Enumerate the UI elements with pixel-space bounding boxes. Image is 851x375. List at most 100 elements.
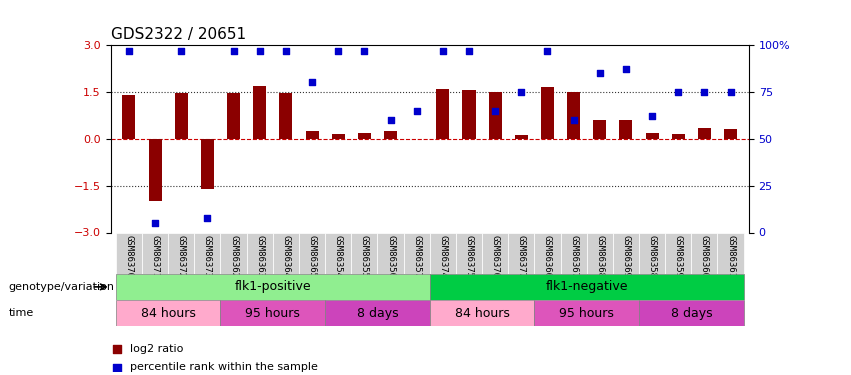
- Text: GSM86377: GSM86377: [517, 235, 526, 278]
- Bar: [462, 90, 476, 139]
- Point: [620, 66, 633, 72]
- FancyBboxPatch shape: [116, 274, 430, 300]
- FancyBboxPatch shape: [508, 232, 534, 274]
- FancyBboxPatch shape: [665, 232, 691, 274]
- FancyBboxPatch shape: [456, 232, 482, 274]
- Text: 84 hours: 84 hours: [454, 307, 510, 320]
- FancyBboxPatch shape: [430, 232, 456, 274]
- Text: 95 hours: 95 hours: [559, 307, 614, 320]
- Text: GSM86374: GSM86374: [438, 235, 448, 278]
- Text: percentile rank within the sample: percentile rank within the sample: [129, 363, 317, 372]
- Text: 8 days: 8 days: [357, 307, 398, 320]
- Point: [481, 145, 494, 151]
- Text: GSM86369: GSM86369: [621, 235, 631, 278]
- Bar: [174, 93, 188, 139]
- Text: GSM86357: GSM86357: [412, 235, 421, 278]
- Bar: [671, 134, 685, 139]
- FancyBboxPatch shape: [194, 232, 220, 274]
- Bar: [567, 92, 580, 139]
- Text: GSM86359: GSM86359: [674, 235, 683, 278]
- FancyBboxPatch shape: [325, 300, 430, 326]
- Bar: [384, 131, 397, 139]
- Text: 8 days: 8 days: [671, 307, 712, 320]
- Text: 95 hours: 95 hours: [245, 307, 300, 320]
- FancyBboxPatch shape: [220, 300, 325, 326]
- Bar: [620, 120, 632, 139]
- Bar: [437, 89, 449, 139]
- Text: GSM86375: GSM86375: [465, 235, 473, 278]
- Text: GSM86371: GSM86371: [151, 235, 160, 278]
- Bar: [646, 132, 659, 139]
- FancyBboxPatch shape: [325, 232, 351, 274]
- Point: [226, 48, 240, 54]
- Point: [384, 117, 397, 123]
- FancyBboxPatch shape: [561, 232, 586, 274]
- FancyBboxPatch shape: [273, 232, 299, 274]
- FancyBboxPatch shape: [116, 232, 142, 274]
- Text: genotype/variation: genotype/variation: [9, 282, 115, 292]
- Text: GSM86376: GSM86376: [491, 235, 500, 278]
- FancyBboxPatch shape: [430, 300, 534, 326]
- Point: [481, 315, 494, 321]
- FancyBboxPatch shape: [482, 232, 508, 274]
- Bar: [201, 139, 214, 189]
- FancyBboxPatch shape: [613, 232, 639, 274]
- Point: [148, 220, 162, 226]
- Point: [410, 108, 424, 114]
- FancyBboxPatch shape: [168, 232, 194, 274]
- Text: GSM86362: GSM86362: [229, 235, 238, 278]
- FancyBboxPatch shape: [639, 232, 665, 274]
- Text: GSM86364: GSM86364: [282, 235, 290, 278]
- FancyBboxPatch shape: [534, 300, 639, 326]
- Point: [174, 48, 188, 54]
- FancyBboxPatch shape: [116, 300, 220, 326]
- Bar: [332, 134, 345, 139]
- FancyBboxPatch shape: [691, 232, 717, 274]
- Point: [279, 48, 293, 54]
- Bar: [593, 120, 606, 139]
- Point: [488, 108, 502, 114]
- FancyBboxPatch shape: [430, 274, 744, 300]
- Text: GSM86355: GSM86355: [360, 235, 368, 278]
- Text: time: time: [9, 308, 34, 318]
- Text: GSM86372: GSM86372: [177, 235, 186, 278]
- Point: [253, 48, 266, 54]
- FancyBboxPatch shape: [534, 232, 561, 274]
- Text: GSM86370: GSM86370: [124, 235, 134, 278]
- FancyBboxPatch shape: [639, 300, 744, 326]
- Bar: [357, 132, 371, 139]
- FancyBboxPatch shape: [378, 232, 403, 274]
- Text: GSM86365: GSM86365: [307, 235, 317, 278]
- Text: log2 ratio: log2 ratio: [129, 344, 183, 354]
- FancyBboxPatch shape: [351, 232, 378, 274]
- Text: GSM86361: GSM86361: [726, 235, 735, 278]
- Bar: [698, 128, 711, 139]
- Point: [698, 89, 711, 95]
- Text: GSM86356: GSM86356: [386, 235, 395, 278]
- Point: [593, 70, 607, 76]
- FancyBboxPatch shape: [299, 232, 325, 274]
- Text: GSM86366: GSM86366: [543, 235, 552, 278]
- Bar: [123, 95, 135, 139]
- Text: GSM86363: GSM86363: [255, 235, 264, 278]
- Point: [515, 89, 528, 95]
- Point: [201, 214, 214, 220]
- Text: GSM86373: GSM86373: [203, 235, 212, 278]
- Bar: [149, 139, 162, 201]
- Point: [567, 117, 580, 123]
- Bar: [279, 93, 293, 139]
- Text: GSM86368: GSM86368: [596, 235, 604, 278]
- Text: flk1-negative: flk1-negative: [545, 280, 628, 293]
- Point: [123, 48, 136, 54]
- FancyBboxPatch shape: [586, 232, 613, 274]
- Point: [671, 89, 685, 95]
- Point: [306, 80, 319, 86]
- Text: flk1-positive: flk1-positive: [235, 280, 311, 293]
- Text: GSM86367: GSM86367: [569, 235, 578, 278]
- Bar: [541, 87, 554, 139]
- Bar: [254, 86, 266, 139]
- Point: [462, 48, 476, 54]
- FancyBboxPatch shape: [403, 232, 430, 274]
- Point: [540, 48, 554, 54]
- Text: GSM86354: GSM86354: [334, 235, 343, 278]
